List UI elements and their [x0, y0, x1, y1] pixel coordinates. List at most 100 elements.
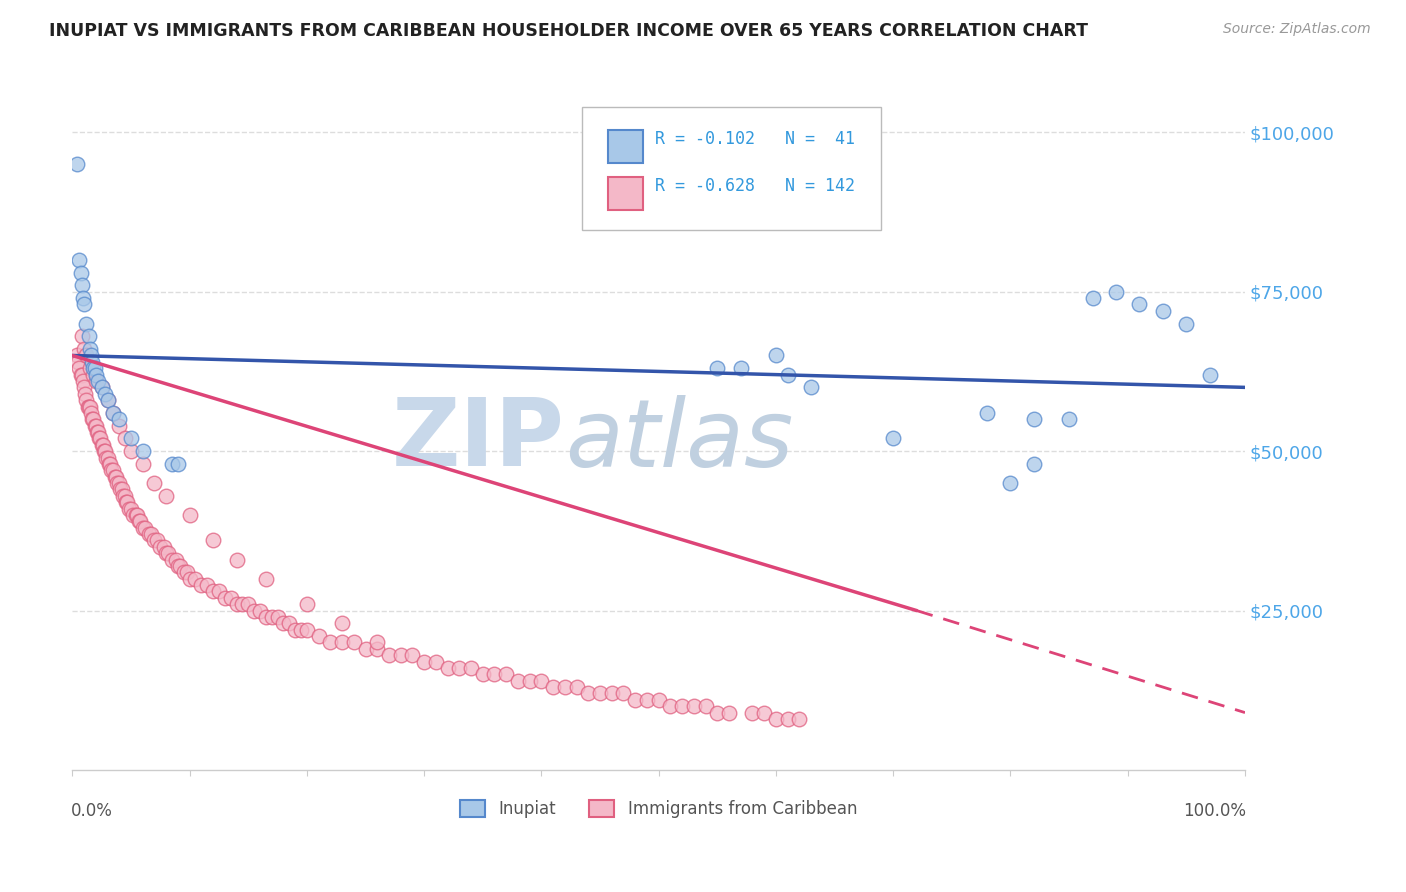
Point — [87, 374, 110, 388]
Point — [882, 431, 904, 445]
Point — [124, 508, 146, 522]
Point — [254, 572, 277, 586]
Point — [765, 712, 787, 726]
Point — [134, 521, 156, 535]
Point — [157, 546, 180, 560]
Text: R = -0.628   N = 142: R = -0.628 N = 142 — [655, 178, 855, 195]
Point — [249, 603, 271, 617]
Point — [143, 533, 166, 548]
Point — [179, 572, 201, 586]
FancyBboxPatch shape — [582, 107, 882, 230]
Text: 0.0%: 0.0% — [72, 802, 112, 820]
Point — [104, 469, 127, 483]
Point — [108, 412, 131, 426]
Point — [260, 610, 283, 624]
Point — [765, 349, 787, 363]
Point — [87, 425, 110, 439]
Point — [776, 712, 799, 726]
Point — [1022, 412, 1045, 426]
Point — [110, 483, 132, 497]
Point — [167, 558, 190, 573]
Point — [122, 508, 145, 522]
Point — [254, 610, 277, 624]
Point — [69, 368, 91, 382]
Point — [149, 540, 172, 554]
Point — [506, 673, 529, 688]
Point — [131, 521, 153, 535]
Point — [273, 616, 295, 631]
Point — [79, 400, 101, 414]
Point — [143, 476, 166, 491]
Point — [75, 393, 97, 408]
Point — [1152, 303, 1174, 318]
Point — [495, 667, 517, 681]
Point — [73, 342, 96, 356]
Point — [73, 380, 96, 394]
Point — [72, 374, 94, 388]
Point — [741, 706, 763, 720]
Point — [75, 386, 97, 401]
Point — [91, 438, 114, 452]
Point — [706, 361, 728, 376]
Point — [1128, 297, 1150, 311]
Point — [295, 597, 318, 611]
Point — [208, 584, 231, 599]
Point — [80, 406, 103, 420]
Point — [75, 349, 97, 363]
Point — [93, 444, 115, 458]
Point — [111, 489, 134, 503]
Text: Source: ZipAtlas.com: Source: ZipAtlas.com — [1223, 22, 1371, 37]
Point — [70, 329, 93, 343]
Point — [184, 572, 207, 586]
Point — [659, 699, 682, 714]
Point — [319, 635, 342, 649]
Point — [695, 699, 717, 714]
Point — [169, 558, 191, 573]
Point — [82, 361, 104, 376]
Point — [66, 349, 89, 363]
Point — [343, 635, 366, 649]
Point — [82, 368, 104, 382]
Point — [202, 533, 225, 548]
Point — [330, 616, 353, 631]
Point — [589, 686, 612, 700]
Point — [67, 252, 90, 267]
Point — [612, 686, 634, 700]
Point — [554, 680, 576, 694]
Point — [145, 533, 167, 548]
Point — [378, 648, 401, 663]
Point — [530, 673, 553, 688]
Point — [1000, 476, 1022, 491]
Point — [77, 400, 100, 414]
Point — [1022, 457, 1045, 471]
Point — [83, 361, 105, 376]
Point — [179, 508, 201, 522]
Point — [295, 623, 318, 637]
Point — [129, 514, 152, 528]
Point — [460, 661, 482, 675]
Point — [1057, 412, 1080, 426]
Point — [139, 527, 162, 541]
Point — [176, 566, 198, 580]
Point — [76, 400, 98, 414]
Point — [173, 566, 195, 580]
Point — [636, 693, 658, 707]
Text: R = -0.102   N =  41: R = -0.102 N = 41 — [655, 130, 855, 148]
Point — [66, 157, 89, 171]
Point — [706, 706, 728, 720]
Point — [1105, 285, 1128, 299]
Point — [120, 501, 142, 516]
Point — [600, 686, 623, 700]
Point — [647, 693, 669, 707]
Point — [89, 431, 111, 445]
Point — [266, 610, 288, 624]
Point — [86, 425, 108, 439]
Point — [89, 431, 111, 445]
Point — [108, 418, 131, 433]
Point — [776, 368, 799, 382]
Point — [202, 584, 225, 599]
Legend: Inupiat, Immigrants from Caribbean: Inupiat, Immigrants from Caribbean — [454, 793, 863, 825]
Point — [165, 552, 187, 566]
Point — [108, 476, 131, 491]
Point — [100, 463, 122, 477]
